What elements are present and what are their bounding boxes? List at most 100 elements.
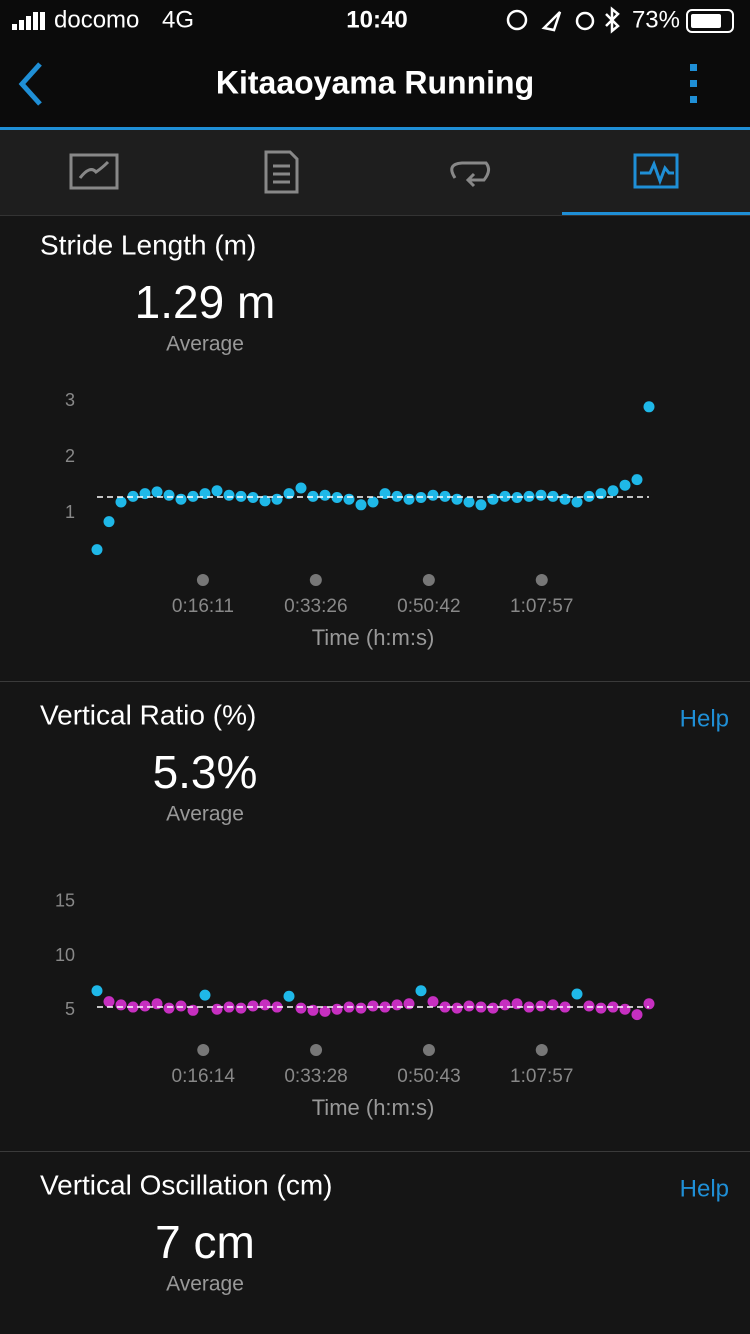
x-tick-label: 0:33:28 <box>284 1066 347 1087</box>
data-point <box>439 490 451 502</box>
data-point <box>391 999 403 1011</box>
header-bg <box>0 0 750 128</box>
x-tick-dot <box>196 574 209 586</box>
data-point <box>367 1000 379 1012</box>
data-point <box>295 1002 307 1014</box>
data-point <box>631 474 643 486</box>
data-point <box>115 999 127 1011</box>
data-point <box>163 1002 175 1014</box>
y-tick-label: 2 <box>65 446 75 466</box>
help-link[interactable]: Help <box>680 1175 729 1202</box>
data-point <box>175 1000 187 1012</box>
data-point <box>319 1005 331 1017</box>
clock: 10:40 <box>346 6 407 33</box>
x-tick-dot <box>197 1044 210 1056</box>
data-point <box>427 489 439 501</box>
data-point <box>163 489 175 501</box>
header-divider <box>0 127 750 130</box>
x-tick-dot <box>535 574 548 586</box>
data-point <box>103 516 115 528</box>
x-tick-dot <box>535 1044 548 1056</box>
data-point <box>451 1002 463 1014</box>
x-axis-label: Time (h:m:s) <box>312 1095 435 1120</box>
data-point <box>343 493 355 505</box>
data-point <box>415 985 427 997</box>
x-tick-label: 0:16:11 <box>172 596 234 617</box>
data-point <box>571 496 583 508</box>
tab-laps[interactable] <box>450 161 491 188</box>
data-point <box>259 495 271 507</box>
battery <box>686 9 734 33</box>
data-point <box>259 999 271 1011</box>
data-point <box>631 1009 643 1021</box>
x-tick-label: 1:07:57 <box>510 596 573 617</box>
average-value: 7 cm <box>155 1216 255 1268</box>
section-title: Vertical Oscillation (cm) <box>40 1169 333 1200</box>
carrier: docomo <box>54 6 139 33</box>
data-point <box>451 493 463 505</box>
data-point <box>247 1000 259 1012</box>
x-tick-label: 1:07:57 <box>510 1066 573 1087</box>
y-tick-label: 10 <box>55 945 75 965</box>
data-point <box>235 1002 247 1014</box>
tab-details[interactable] <box>264 150 299 194</box>
data-point <box>295 482 307 494</box>
average-value: 1.29 m <box>135 276 276 328</box>
average-caption: Average <box>166 1273 244 1296</box>
y-tick-label: 1 <box>65 502 75 522</box>
y-tick-label: 15 <box>55 891 75 911</box>
data-point <box>427 996 439 1008</box>
data-point <box>139 1000 151 1012</box>
y-tick-label: 5 <box>65 999 75 1019</box>
data-point <box>211 1003 223 1015</box>
x-tick-dot <box>422 574 435 586</box>
data-point <box>463 1000 475 1012</box>
data-point <box>151 486 163 498</box>
page-title: Kitaaoyama Running <box>216 64 534 100</box>
menu-button[interactable] <box>690 64 697 103</box>
status-icons <box>506 6 620 34</box>
data-point <box>91 985 103 997</box>
data-point <box>595 1002 607 1014</box>
x-tick-dot <box>309 574 322 586</box>
data-point <box>199 989 211 1001</box>
average-caption: Average <box>166 803 244 826</box>
data-point <box>175 493 187 505</box>
data-point <box>619 1003 631 1015</box>
data-point <box>643 401 655 413</box>
tab-bar <box>0 130 750 215</box>
help-link[interactable]: Help <box>680 705 729 732</box>
tab-divider <box>0 215 750 216</box>
x-tick-dot <box>422 1044 435 1056</box>
section-title: Stride Length (m) <box>40 229 256 260</box>
section-title: Vertical Ratio (%) <box>40 699 256 730</box>
tab-charts[interactable] <box>633 153 679 189</box>
data-point <box>319 489 331 501</box>
section-divider <box>0 681 750 682</box>
data-point <box>547 999 559 1011</box>
data-point <box>559 493 571 505</box>
section-divider <box>0 1151 750 1152</box>
data-point <box>607 485 619 497</box>
data-point <box>271 493 283 505</box>
data-point <box>583 1000 595 1012</box>
battery-level <box>691 14 721 28</box>
data-point <box>403 493 415 505</box>
data-point <box>535 489 547 501</box>
x-tick-label: 0:16:14 <box>172 1066 236 1087</box>
tab-map[interactable] <box>69 153 119 190</box>
data-point <box>211 485 223 497</box>
data-point <box>499 490 511 502</box>
data-point <box>439 1001 451 1013</box>
data-point <box>367 496 379 508</box>
average-caption: Average <box>166 333 244 356</box>
data-point <box>355 1002 367 1014</box>
signal <box>12 12 45 30</box>
data-point <box>379 1001 391 1013</box>
battery-percent: 73% <box>632 6 680 33</box>
x-axis-label: Time (h:m:s) <box>312 625 435 650</box>
data-point <box>535 1000 547 1012</box>
back-button[interactable] <box>18 62 42 106</box>
